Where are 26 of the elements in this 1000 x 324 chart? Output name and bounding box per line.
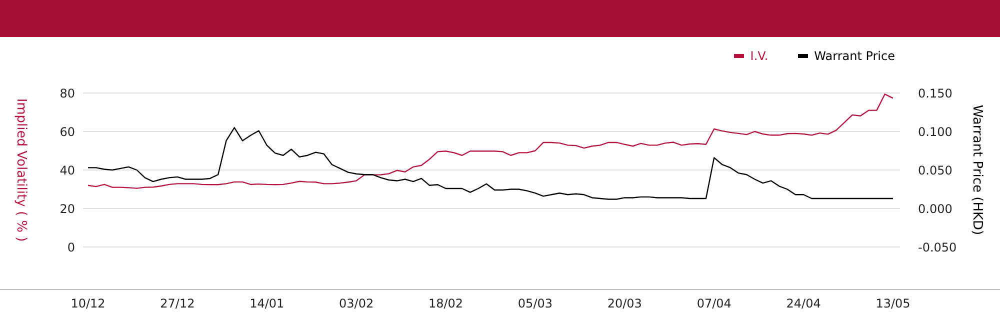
y-tick-label: 0 xyxy=(67,240,75,254)
y-tick-label: 60 xyxy=(60,124,75,139)
x-tick-label: 24/04 xyxy=(786,296,821,311)
y2-axis-title: Warrant Price (HKD) xyxy=(969,104,984,236)
x-tick-label: 14/01 xyxy=(250,296,284,311)
y-tick-label: 20 xyxy=(60,202,75,216)
y-tick-label: 80 xyxy=(60,86,75,100)
y2-tick-label: 0.100 xyxy=(918,124,952,139)
x-tick-label: 03/02 xyxy=(339,296,374,311)
x-tick-label: 27/12 xyxy=(160,296,195,311)
legend-label: Warrant Price xyxy=(813,49,895,63)
line-series xyxy=(87,94,894,189)
y2-tick-label: 0.000 xyxy=(918,202,952,216)
y-tick-label: 40 xyxy=(60,163,75,178)
y2-tick-label: 0.150 xyxy=(918,86,952,100)
y2-tick-label: -0.050 xyxy=(918,240,957,254)
y-axis-title: Implied Volatility ( % ) xyxy=(13,98,28,242)
x-tick-label: 05/03 xyxy=(518,296,553,311)
y2-tick-label: 0.050 xyxy=(918,163,952,178)
x-tick-label: 20/03 xyxy=(607,296,642,311)
x-tick-label: 07/04 xyxy=(696,296,732,311)
legend-label: I.V. xyxy=(749,49,768,63)
line-series xyxy=(87,127,894,200)
x-tick-label: 18/02 xyxy=(428,296,464,311)
x-tick-label: 10/12 xyxy=(70,296,106,311)
x-tick-label: 13/05 xyxy=(876,296,910,311)
